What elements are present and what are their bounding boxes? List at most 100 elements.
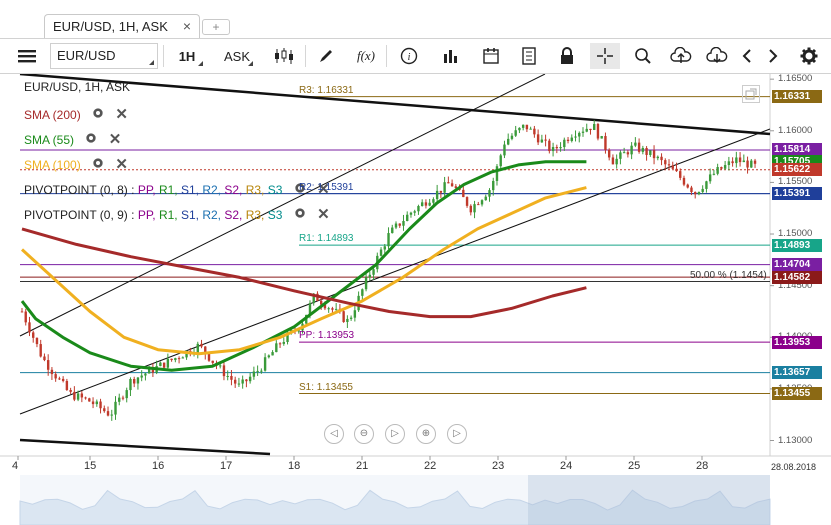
symbol-input[interactable]: EUR/USD bbox=[50, 43, 158, 69]
pivot-level-s2: S2, bbox=[224, 183, 246, 197]
candle-body bbox=[525, 124, 529, 130]
volume-bars-icon[interactable] bbox=[436, 43, 466, 69]
chevron-left-icon[interactable] bbox=[736, 43, 758, 69]
price-chart[interactable] bbox=[0, 74, 831, 525]
sma100-settings-gear-icon[interactable] bbox=[92, 157, 104, 172]
candle-type-icon[interactable] bbox=[268, 43, 300, 69]
candle-body bbox=[402, 220, 405, 226]
tab-close-icon[interactable]: × bbox=[182, 18, 191, 34]
candle-body bbox=[533, 128, 536, 135]
candle-body bbox=[230, 375, 233, 380]
pivot2-remove-close-icon[interactable]: ✕ bbox=[317, 206, 330, 223]
sma200-remove-close-icon[interactable]: ✕ bbox=[115, 106, 128, 123]
candle-body bbox=[20, 311, 24, 313]
sma200-legend[interactable]: SMA (200) ✕ bbox=[24, 105, 128, 123]
pivot1-settings-gear-icon[interactable] bbox=[294, 182, 306, 197]
candle-body bbox=[432, 199, 435, 203]
candle-body bbox=[746, 160, 749, 168]
zoom-out-button[interactable]: ⊖ bbox=[354, 424, 374, 444]
candle-body bbox=[589, 128, 592, 130]
gear-icon[interactable] bbox=[796, 43, 822, 69]
pivot1-legend[interactable]: PIVOTPOINT (0, 8) : PP, R1, S1, R2, S2, … bbox=[24, 180, 330, 198]
candle-body bbox=[35, 337, 39, 345]
price-label-1-16331: 1.16331 bbox=[772, 90, 822, 104]
draw-pencil-icon[interactable] bbox=[312, 43, 340, 69]
report-icon[interactable] bbox=[514, 43, 544, 69]
scroll-right-button[interactable]: ▷ bbox=[447, 424, 467, 444]
chevron-right-icon[interactable] bbox=[762, 43, 784, 69]
info-icon[interactable]: i bbox=[394, 43, 424, 69]
pivot2-settings-gear-icon[interactable] bbox=[294, 207, 306, 222]
new-tab-button[interactable]: + bbox=[202, 19, 230, 35]
zoom-icon[interactable] bbox=[628, 43, 658, 69]
candle-body bbox=[379, 249, 383, 256]
reset-view-button[interactable]: ▷ bbox=[385, 424, 405, 444]
scroll-left-button[interactable]: ◁ bbox=[324, 424, 344, 444]
candle-body bbox=[43, 356, 46, 361]
candle-body bbox=[391, 227, 394, 234]
zoom-in-button[interactable]: ⊕ bbox=[416, 424, 436, 444]
timeframe-button[interactable]: 1H bbox=[168, 43, 206, 69]
candle-body bbox=[368, 274, 372, 278]
support-trendline bbox=[19, 438, 271, 456]
candle-body bbox=[69, 390, 72, 392]
candle-body bbox=[750, 160, 753, 168]
expand-chart-icon[interactable] bbox=[742, 85, 760, 103]
chart-area[interactable]: EUR/USD, 1H, ASK SMA (200) ✕ SMA (55) ✕ … bbox=[0, 73, 831, 525]
sma55-legend[interactable]: SMA (55) ✕ bbox=[24, 130, 121, 148]
date-label: 28 bbox=[696, 460, 709, 472]
divider bbox=[386, 45, 387, 67]
price-type-button[interactable]: ASK bbox=[218, 43, 256, 69]
date-label: 28.08.2018 bbox=[771, 462, 817, 472]
candle-body bbox=[611, 157, 615, 165]
menu-icon[interactable] bbox=[14, 43, 40, 69]
level-label-r3: R3: 1.16331 bbox=[299, 84, 354, 96]
svg-text:i: i bbox=[408, 52, 411, 63]
price-label-1-15814: 1.15814 bbox=[772, 143, 822, 157]
candle-body bbox=[701, 188, 704, 192]
function-icon[interactable]: f(x) bbox=[350, 43, 382, 69]
sma55-remove-close-icon[interactable]: ✕ bbox=[108, 131, 122, 148]
download-cloud-icon[interactable] bbox=[702, 43, 732, 69]
candle-body bbox=[129, 378, 132, 391]
candle-body bbox=[73, 391, 76, 400]
candle-body bbox=[278, 343, 282, 345]
candle-body bbox=[492, 180, 495, 191]
divider bbox=[305, 45, 306, 67]
upload-cloud-icon[interactable] bbox=[666, 43, 696, 69]
candle-body bbox=[675, 168, 678, 172]
sma100-legend[interactable]: SMA (100) ✕ bbox=[24, 155, 128, 173]
pivot-level-s1: S1, bbox=[180, 183, 203, 197]
candle-body bbox=[147, 367, 151, 374]
volume-navigator bbox=[19, 475, 771, 525]
sma100-remove-close-icon[interactable]: ✕ bbox=[115, 156, 128, 173]
candle-body bbox=[39, 344, 42, 357]
crosshair-icon[interactable] bbox=[590, 43, 620, 69]
pivot2-legend[interactable]: PIVOTPOINT (0, 9) : PP, R1, S1, R2, S2, … bbox=[24, 205, 330, 223]
candle-body bbox=[151, 367, 155, 373]
candle-body bbox=[435, 190, 439, 200]
candle-body bbox=[282, 341, 285, 344]
candle-body bbox=[323, 304, 327, 309]
candle-body bbox=[54, 374, 57, 379]
calendar-icon[interactable] bbox=[476, 43, 506, 69]
dropdown-corner-icon bbox=[149, 60, 154, 65]
candle-body bbox=[652, 150, 656, 159]
pivot1-remove-close-icon[interactable]: ✕ bbox=[317, 181, 330, 198]
candle-body bbox=[514, 130, 517, 136]
chart-tab[interactable]: EUR/USD, 1H, ASK × bbox=[44, 14, 200, 38]
sma200-settings-gear-icon[interactable] bbox=[92, 107, 104, 122]
pivot2-label: PIVOTPOINT (0, 9) bbox=[24, 208, 128, 222]
candle-body bbox=[204, 346, 207, 355]
candle-body bbox=[480, 200, 484, 205]
candle-body bbox=[320, 300, 323, 305]
price-tick-label: 1.16000 bbox=[778, 124, 813, 136]
pivot-level-pp: PP, bbox=[137, 183, 159, 197]
moving-averages bbox=[20, 160, 587, 372]
date-label: 17 bbox=[220, 460, 233, 472]
candle-body bbox=[682, 177, 686, 185]
sma55-settings-gear-icon[interactable] bbox=[85, 132, 97, 147]
candle-body bbox=[245, 379, 248, 382]
lock-icon[interactable] bbox=[552, 43, 582, 69]
candle-body bbox=[712, 173, 716, 175]
